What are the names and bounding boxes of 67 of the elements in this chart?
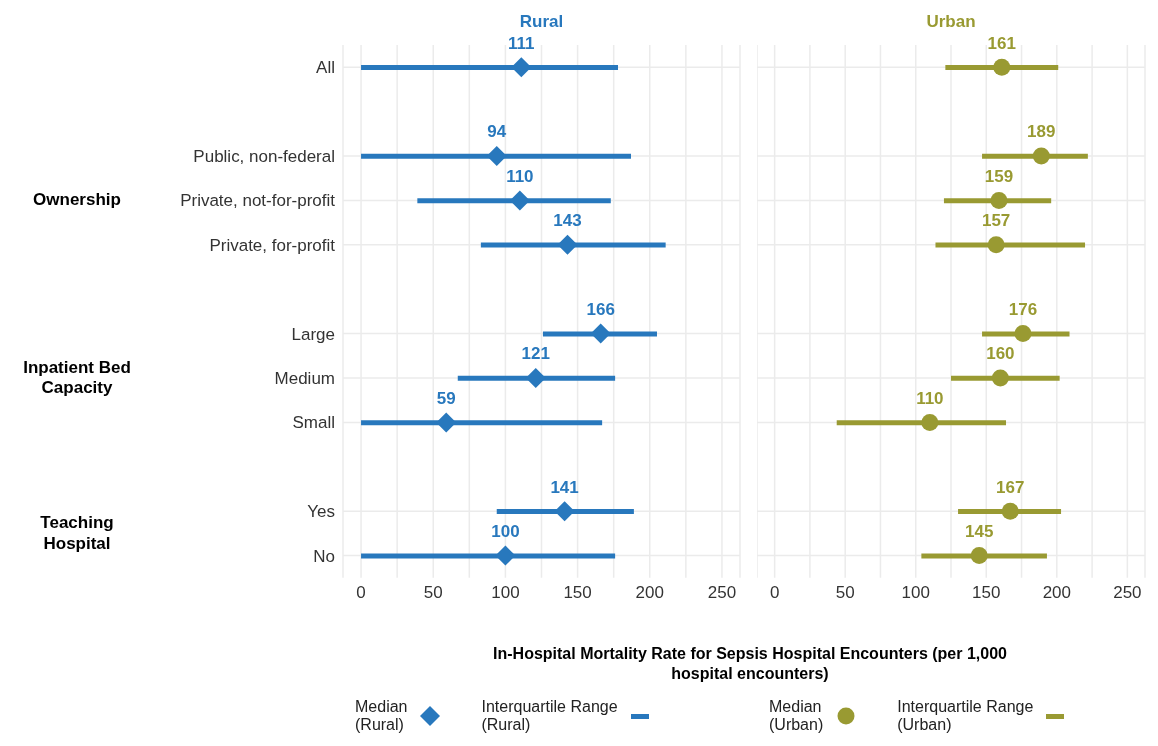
x-tick-label: 100 [491,582,520,602]
data-label: 141 [550,477,579,497]
data-label: 159 [984,166,1014,186]
point [990,191,1008,209]
point [495,545,516,566]
point [991,369,1009,387]
y-tick-label: No [313,546,335,566]
data-label: 143 [553,211,582,231]
point [509,190,530,211]
data-label: 111 [508,33,535,53]
point [1001,502,1019,520]
point [525,368,546,388]
data-label: 167 [996,477,1025,497]
x-tick-label: 50 [835,582,855,602]
data-label: 59 [436,388,456,408]
y-tick-label: Large [291,324,335,344]
x-tick-label: 100 [901,582,930,602]
x-tick-label: 50 [423,582,443,602]
x-tick-label: 200 [1042,582,1071,602]
data-label: 176 [1008,300,1038,320]
point [970,547,988,565]
y-tick-label: All [316,58,335,78]
x-tick-label: 0 [356,582,366,602]
x-axis-title: In-Hospital Mortality Rate for Sepsis Hospital Encounters (per 1,000 hospital encounters) [492,644,1008,684]
text: Inpatient Bed Capacity [22,357,132,399]
chart-title: Rural [518,12,565,32]
text: Ownership [32,190,122,211]
point [590,323,611,344]
y-tick-label: Medium [274,369,335,389]
text: Teaching Hospital [39,513,115,554]
point [511,57,532,78]
point [554,501,575,522]
data-label: 121 [521,344,550,364]
data-label: 166 [586,300,615,320]
data-label: 94 [487,122,507,142]
chart-title: Urban [925,12,977,32]
data-label: 110 [506,166,534,186]
x-tick-label: 150 [563,582,592,602]
point [1032,147,1050,165]
legend-label: Median (Urban) [769,698,824,735]
data-label: 157 [981,211,1011,231]
x-tick-label: 0 [769,582,780,602]
legend-label: Interquartile Range (Urban) [897,698,1034,735]
y-tick-label: Private, for-profit [209,235,336,255]
point [987,236,1005,254]
y-tick-label: Private, not-for-profit [180,191,336,211]
point [1014,325,1032,343]
x-tick-label: 250 [707,582,737,602]
data-label: 161 [987,33,1016,53]
point [921,413,939,431]
data-label: 100 [491,522,520,542]
x-tick-label: 150 [972,582,1001,602]
y-tick-label: Yes [307,502,335,522]
legend-label: Median (Rural) [355,698,408,735]
x-tick-label: 200 [635,582,664,602]
point [993,58,1011,76]
y-tick-label: Small [292,413,335,433]
data-label: 160 [986,344,1015,364]
x-tick-label: 250 [1113,582,1142,602]
point [436,412,457,433]
data-label: 189 [1027,122,1056,142]
data-label: 110 [916,388,944,408]
y-tick-label: Public, non-federal [193,147,335,167]
point [486,146,507,166]
legend-label: Interquartile Range (Rural) [481,698,618,735]
point [557,234,578,255]
data-label: 145 [965,522,994,542]
